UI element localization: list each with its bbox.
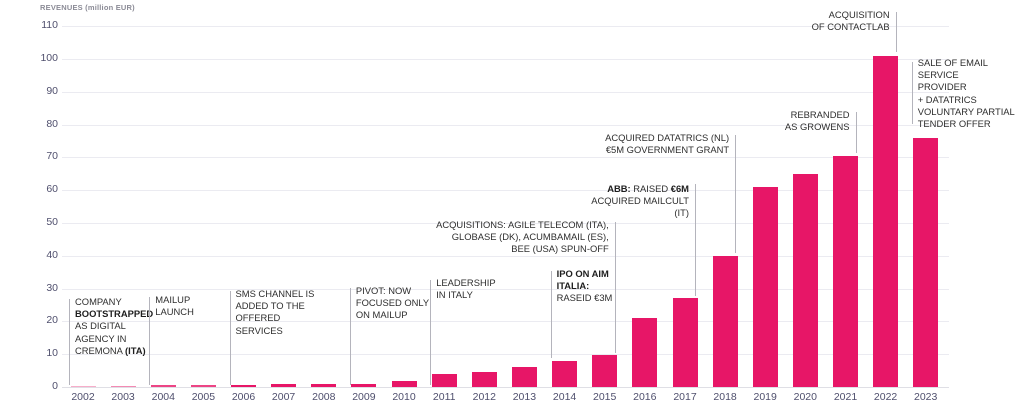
annotation-line-2017 (695, 184, 696, 296)
annotation-2002: COMPANY BOOTSTRAPPED AS DIGITAL AGENCY I… (75, 296, 154, 356)
annotation-2006: SMS CHANNEL IS ADDED TO THE OFFERED SERV… (235, 288, 315, 336)
y-tick-label: 40 (46, 248, 58, 261)
x-tick-label: 2009 (352, 391, 376, 403)
bar-2019 (752, 186, 778, 387)
y-tick-label: 20 (46, 314, 58, 327)
bar-2015 (592, 355, 618, 387)
y-tick-label: 90 (46, 84, 58, 97)
y-tick-label: 60 (46, 183, 58, 196)
x-tick-label: 2004 (151, 391, 175, 403)
bar-2010 (391, 381, 417, 387)
annotation-2014: IPO ON AIM ITALIA: RASEID €3M (556, 268, 613, 304)
annotation-line-2015 (614, 222, 616, 353)
bar-2004 (150, 385, 176, 387)
annotation-line-2006 (229, 291, 231, 385)
annotation-2004: MAILUP LAUNCH (155, 294, 194, 318)
annotation-line-2004 (149, 297, 151, 385)
x-tick-label: 2023 (914, 391, 938, 403)
annotation-2011: LEADERSHIP IN ITALY (436, 277, 496, 301)
x-tick-label: 2016 (633, 391, 657, 403)
bar-2003 (110, 385, 136, 387)
annotation-2022: ACQUISITION OF CONTACTLAB (811, 9, 890, 33)
y-tick-label: 10 (46, 347, 58, 360)
annotation-line-2023 (911, 62, 913, 124)
gridline (62, 190, 949, 192)
x-tick-label: 2007 (271, 391, 296, 403)
bar-2009 (351, 383, 377, 387)
y-tick-label: 30 (46, 281, 58, 294)
x-tick-label: 2003 (111, 391, 135, 403)
gridline (62, 58, 949, 60)
gridline (62, 222, 949, 224)
bar-2013 (511, 367, 537, 387)
annotation-2009: PIVOT: NOW FOCUSED ONLY ON MAILUP (355, 285, 430, 321)
annotation-line-2002 (69, 299, 70, 385)
x-tick-label: 2002 (71, 391, 95, 403)
gridline (62, 354, 949, 356)
y-tick-label: 50 (46, 215, 58, 228)
annotation-line-2021 (855, 112, 857, 153)
gridline (62, 255, 949, 257)
gridline (62, 387, 949, 388)
bar-2022 (873, 55, 899, 387)
y-tick-label: 0 (52, 380, 58, 392)
bar-2002 (70, 385, 96, 387)
x-tick-label: 2010 (392, 391, 416, 403)
x-tick-label: 2021 (833, 391, 858, 403)
gridline (62, 124, 949, 126)
bar-2021 (833, 155, 858, 387)
bar-2020 (792, 173, 818, 387)
x-tick-label: 2018 (713, 391, 737, 403)
x-tick-label: 2012 (472, 391, 496, 403)
annotation-line-2011 (430, 280, 432, 385)
gridline (62, 91, 949, 93)
x-tick-label: 2006 (231, 391, 256, 403)
annotation-2018: ACQUIRED DATATRICS (NL) €5M GOVERNMENT G… (605, 132, 730, 156)
gridline (62, 26, 949, 27)
x-tick-label: 2013 (512, 391, 537, 403)
annotation-2015: ACQUISITIONS: AGILE TELECOM (ITA), GLOBA… (436, 219, 609, 255)
x-tick-label: 2015 (593, 391, 617, 403)
gridline (62, 157, 949, 159)
y-tick-label: 70 (46, 150, 58, 163)
x-tick-label: 2019 (753, 391, 777, 403)
x-tick-label: 2008 (312, 391, 336, 403)
x-tick-label: 2017 (673, 391, 697, 403)
annotation-line-2014 (550, 271, 552, 358)
bar-2016 (632, 318, 658, 387)
y-tick-label: 100 (40, 51, 58, 64)
gridline (62, 288, 949, 290)
annotation-2017: ABB: RAISED €6M ACQUIRED MAILCULT (IT) (591, 183, 689, 219)
bar-2005 (190, 385, 216, 387)
y-axis-title: REVENUES (million EUR) (40, 3, 135, 12)
x-tick-label: 2020 (793, 391, 817, 403)
bar-2007 (271, 384, 297, 387)
y-tick-label: 80 (46, 117, 58, 130)
x-tick-label: 2014 (552, 391, 577, 403)
annotation-line-2018 (735, 135, 737, 253)
x-tick-label: 2005 (191, 391, 216, 403)
bar-2014 (552, 361, 578, 387)
annotation-2023: SALE OF EMAIL SERVICE PROVIDER + DATATRI… (917, 57, 1015, 130)
gridline (62, 321, 949, 323)
bar-2008 (311, 384, 337, 387)
annotation-line-2009 (349, 288, 351, 385)
x-tick-label: 2022 (873, 391, 898, 403)
annotation-line-2022 (895, 12, 897, 52)
bar-2006 (231, 384, 256, 387)
x-tick-label: 2011 (432, 391, 456, 403)
bar-2011 (431, 374, 457, 387)
y-tick-label: 110 (41, 19, 58, 31)
bar-2017 (672, 298, 698, 387)
bar-2018 (712, 255, 738, 387)
annotation-2021: REBRANDED AS GROWENS (784, 109, 850, 133)
bar-2023 (913, 137, 939, 387)
bar-2012 (471, 372, 497, 387)
